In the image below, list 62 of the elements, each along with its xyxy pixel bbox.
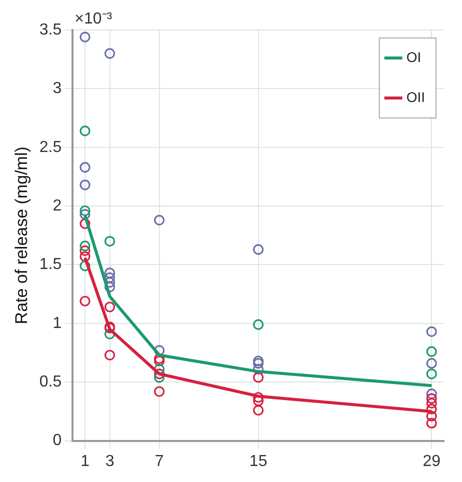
legend-label: OI — [406, 48, 422, 65]
x-tick-label: 15 — [249, 452, 268, 470]
x-tick-label: 7 — [154, 452, 164, 470]
point — [80, 180, 90, 190]
point — [253, 356, 264, 366]
point — [154, 368, 165, 380]
point — [426, 326, 437, 337]
y-axis-title: Rate of release (mg/ml) — [12, 146, 31, 324]
point — [154, 353, 165, 364]
point — [253, 372, 264, 383]
point — [253, 396, 264, 406]
point — [104, 328, 116, 340]
y-tick-label: 3 — [52, 80, 62, 98]
point — [80, 126, 90, 136]
point — [104, 282, 116, 292]
point — [426, 358, 437, 369]
x-tick-label: 1 — [80, 452, 90, 470]
point — [80, 240, 90, 252]
point — [253, 404, 264, 416]
point — [154, 372, 165, 383]
legend-label: OII — [406, 88, 426, 105]
point — [426, 398, 437, 409]
point — [426, 346, 437, 357]
point — [80, 251, 90, 262]
point — [426, 418, 437, 428]
point — [426, 388, 437, 400]
point — [80, 205, 90, 216]
point — [80, 296, 90, 306]
point — [154, 214, 165, 226]
y-tick-label: 1 — [52, 314, 62, 332]
point — [80, 208, 90, 220]
point — [80, 260, 90, 272]
point — [253, 319, 264, 330]
point — [80, 245, 90, 256]
point — [104, 236, 116, 247]
x-tick-label: 3 — [105, 452, 114, 470]
point — [253, 392, 264, 403]
point — [426, 393, 437, 404]
x-tick-label: 29 — [422, 452, 441, 470]
y-tick-label: 1.5 — [39, 256, 62, 274]
point — [253, 358, 264, 369]
point — [104, 272, 116, 283]
point — [104, 302, 116, 312]
point — [154, 356, 165, 366]
y-tick-label: 2 — [52, 197, 62, 214]
text: ×10⁻³ — [74, 10, 113, 28]
point — [154, 386, 165, 397]
point — [426, 410, 437, 422]
point — [253, 244, 264, 255]
point — [104, 268, 116, 278]
point — [426, 368, 437, 380]
y-tick-label: 2.5 — [39, 138, 62, 156]
point — [104, 350, 116, 360]
y-tick-label: 0 — [52, 432, 62, 450]
point — [80, 218, 90, 229]
y-tick-label: 3.5 — [39, 21, 62, 38]
point — [426, 404, 437, 414]
point — [104, 48, 116, 59]
point — [80, 32, 90, 42]
point — [154, 345, 165, 356]
y-tick-label: 0.5 — [39, 374, 62, 391]
point — [80, 162, 90, 173]
